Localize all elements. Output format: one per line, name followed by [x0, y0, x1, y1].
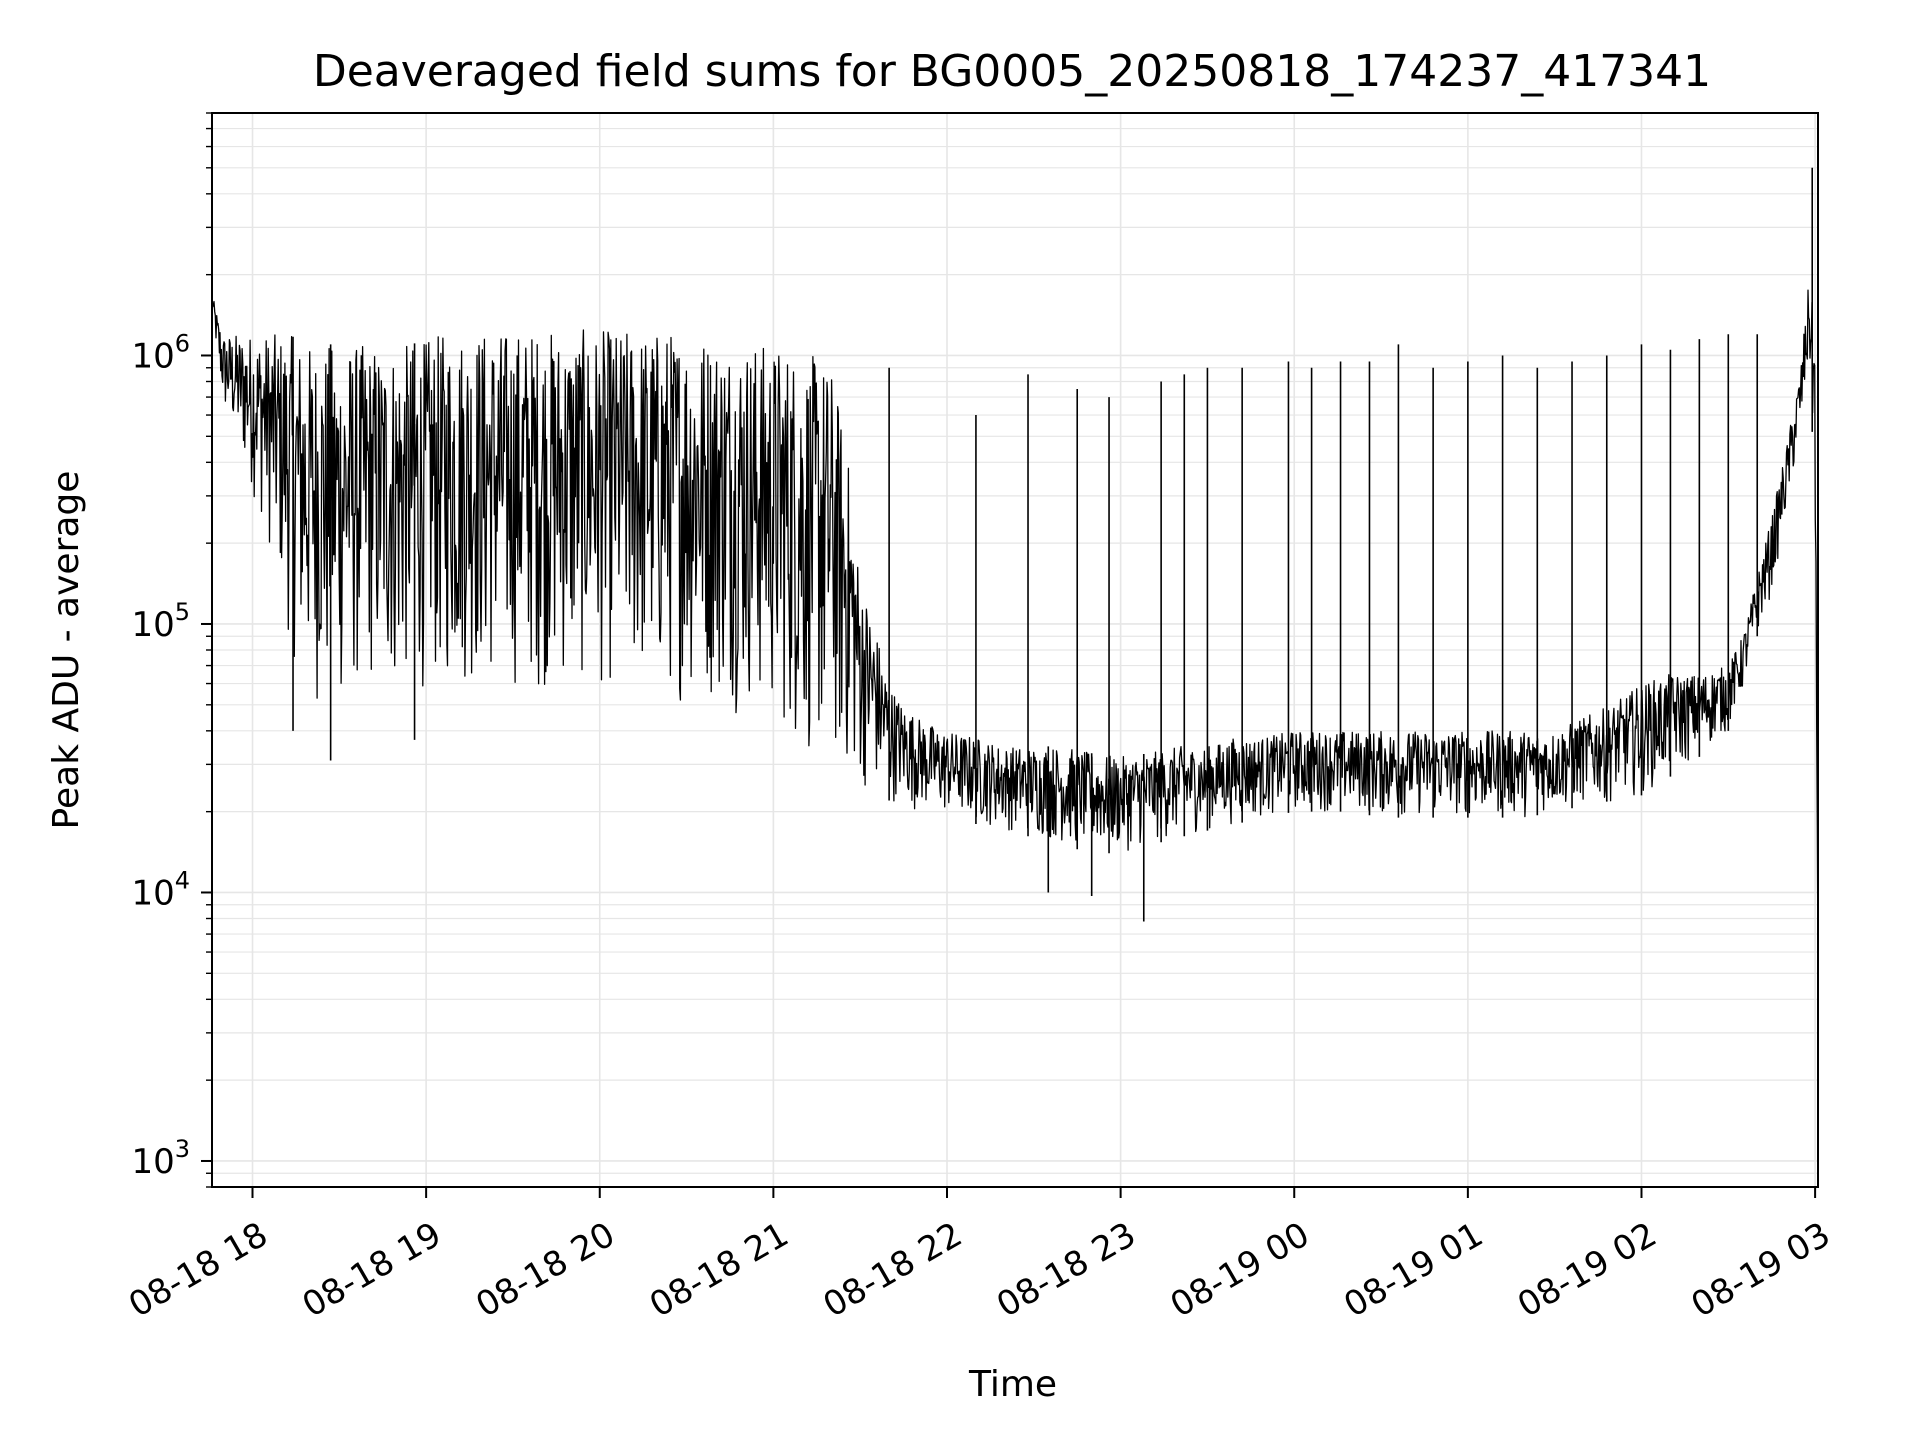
y-tick-label: 103: [131, 1135, 190, 1182]
x-axis-label: Time: [968, 1364, 1057, 1405]
grid: [212, 112, 1818, 1188]
x-tick-label: 08-19 01: [1337, 1215, 1489, 1326]
x-tick-label: 08-18 19: [296, 1215, 448, 1326]
data-series: [211, 167, 1819, 979]
x-axis: 08-18 18 08-18 19 08-18 20 08-18 21 08-18 22…: [122, 1187, 1837, 1326]
y-axis: 103 104 105 106: [131, 112, 212, 1188]
x-tick-label: 08-18 21: [643, 1215, 795, 1326]
chart-title: Deaveraged field sums for BG0005_2025081…: [313, 46, 1711, 97]
series-line: [211, 289, 1819, 979]
y-tick-label: 105: [131, 598, 190, 645]
x-tick-label: 08-18 18: [122, 1215, 274, 1326]
x-tick-label: 08-18 20: [469, 1215, 621, 1326]
x-tick-label: 08-18 22: [817, 1215, 969, 1326]
x-tick-label: 08-19 03: [1685, 1215, 1837, 1326]
y-axis-label: Peak ADU - average: [46, 471, 87, 830]
y-tick-label: 104: [131, 866, 190, 913]
x-tick-label: 08-19 02: [1511, 1215, 1663, 1326]
y-tick-label: 106: [131, 329, 190, 376]
x-tick-label: 08-18 23: [990, 1215, 1142, 1326]
x-tick-label: 08-19 00: [1164, 1215, 1316, 1326]
